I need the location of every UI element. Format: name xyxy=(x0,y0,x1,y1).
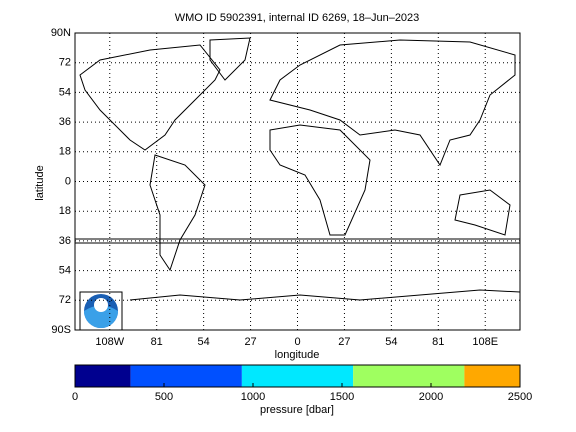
x-tick-label: 27 xyxy=(338,336,350,348)
colorbar-segment xyxy=(353,365,465,387)
y-tick-label: 18 xyxy=(59,146,71,158)
y-tick-label: 72 xyxy=(59,57,71,69)
coastline xyxy=(129,289,521,301)
coastline xyxy=(269,39,516,167)
colorbar-tick-label: 2000 xyxy=(419,391,443,403)
colorbar-frame xyxy=(74,364,521,388)
colorbar-segment xyxy=(75,365,131,387)
y-tick-label: 90S xyxy=(51,324,71,336)
y-tick-label: 36 xyxy=(59,235,71,247)
x-tick-label: 108W xyxy=(95,336,124,348)
y-tick-label: 0 xyxy=(65,175,71,187)
y-tick-label: 18 xyxy=(59,205,71,217)
x-tick-label: 54 xyxy=(198,336,210,348)
colorbar-segment xyxy=(130,365,242,387)
y-tick-label: 54 xyxy=(59,265,71,277)
noaa-logo xyxy=(79,291,123,331)
x-tick-label: 0 xyxy=(294,336,300,348)
x-axis-label: longitude xyxy=(275,349,320,361)
colorbar-tick-label: 2500 xyxy=(508,391,532,403)
x-tick-label: 108E xyxy=(472,336,498,348)
coastline xyxy=(269,124,371,236)
chart-title: WMO ID 5902391, internal ID 6269, 18–Jun… xyxy=(175,12,420,24)
coastline xyxy=(454,189,511,236)
coastline xyxy=(209,37,251,81)
y-tick-label: 72 xyxy=(59,294,71,306)
colorbar-tick-label: 500 xyxy=(155,391,173,403)
x-tick-label: 54 xyxy=(385,336,397,348)
colorbar-tick-label: 0 xyxy=(72,391,78,403)
colorbar-tick-label: 1500 xyxy=(330,391,354,403)
coastline xyxy=(149,154,206,272)
colorbar-tick-label: 1000 xyxy=(241,391,265,403)
y-tick-label: 54 xyxy=(59,86,71,98)
colorbar-segment xyxy=(241,365,354,387)
x-tick-label: 81 xyxy=(151,336,163,348)
x-tick-label: 27 xyxy=(244,336,256,348)
map xyxy=(75,37,521,331)
colorbar-label: pressure [dbar] xyxy=(260,404,334,416)
y-tick-label: 36 xyxy=(59,116,71,128)
y-tick-label: 90N xyxy=(51,27,71,39)
coastline xyxy=(79,44,221,151)
y-axis-label: latitude xyxy=(34,165,46,200)
colorbar-segment xyxy=(464,365,520,387)
x-tick-label: 81 xyxy=(432,336,444,348)
